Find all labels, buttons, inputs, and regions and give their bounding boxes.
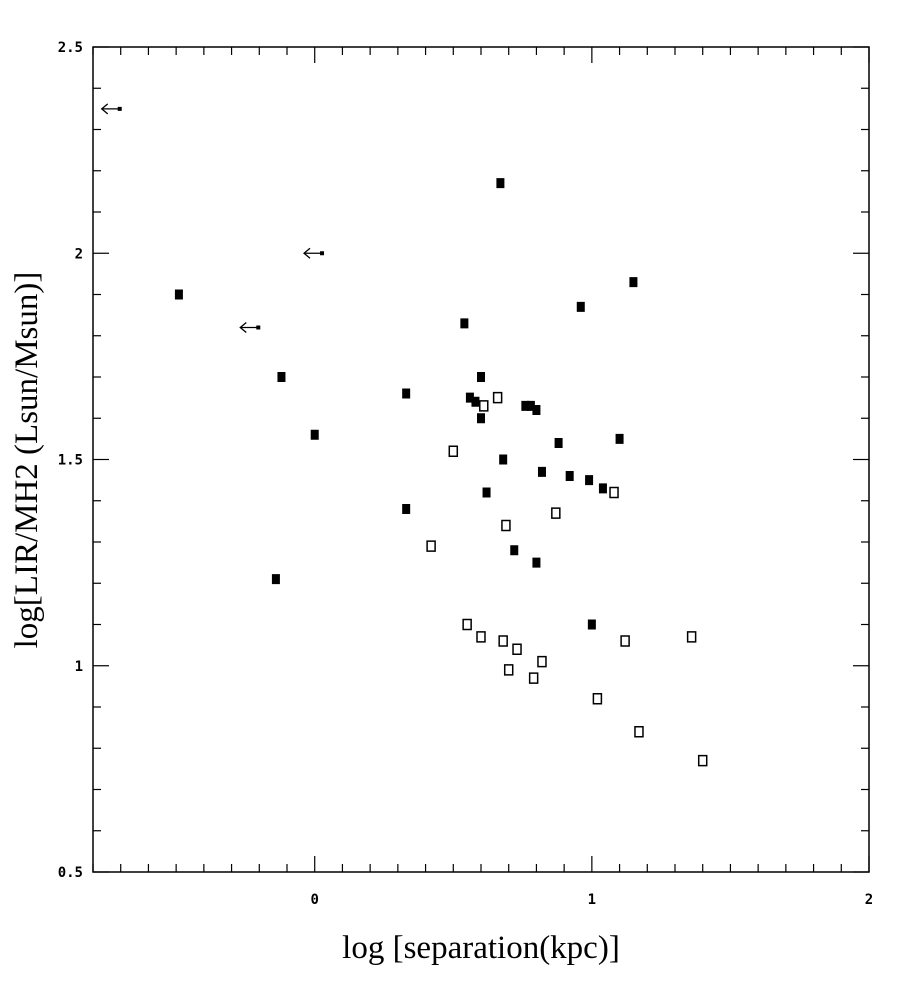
open-square-point <box>697 754 708 767</box>
filled-square-point <box>615 433 624 444</box>
upper-limit-point <box>239 322 261 333</box>
axis-ticks <box>92 46 870 873</box>
x-axis-title: log [separation(kpc)] <box>342 930 620 966</box>
filled-square-point <box>482 487 491 498</box>
open-square-point <box>492 391 503 404</box>
open-square-point <box>479 400 489 412</box>
upper-limit-arrow-head <box>239 322 247 333</box>
open-square-point <box>512 643 522 655</box>
filled-square-point <box>598 483 607 494</box>
upper-limit-point <box>100 103 122 115</box>
open-square-point <box>426 540 436 552</box>
x-tick-label: 2 <box>865 892 873 908</box>
filled-square-point <box>499 454 508 465</box>
filled-square-point <box>271 574 280 585</box>
data-points <box>100 103 708 767</box>
upper-limit-arrow-head <box>100 103 109 115</box>
filled-square-point <box>565 471 574 481</box>
upper-limit-point <box>303 247 325 259</box>
x-tick-label: 1 <box>588 892 596 908</box>
filled-square-point <box>477 372 485 382</box>
open-square-point <box>462 618 472 631</box>
filled-square-point <box>465 392 474 403</box>
y-axis-title: log[LIR/MH2 (Lsun/Msun)] <box>9 272 45 649</box>
filled-square-point <box>460 318 469 329</box>
y-tick-label: 2.5 <box>58 40 83 56</box>
filled-square-point <box>629 277 638 288</box>
open-square-point <box>448 445 459 457</box>
filled-square-point <box>310 429 319 440</box>
open-square-point <box>686 631 697 643</box>
filled-square-point <box>510 545 519 556</box>
open-square-point <box>537 655 547 668</box>
filled-square-point <box>585 475 594 486</box>
x-tick-label: 0 <box>310 892 318 908</box>
filled-square-point <box>537 466 546 477</box>
upper-limit-marker <box>320 251 325 256</box>
filled-square-point <box>532 557 541 568</box>
filled-square-point <box>402 388 411 399</box>
filled-square-point <box>402 504 411 514</box>
filled-square-point <box>526 400 535 411</box>
filled-square-point <box>576 301 585 312</box>
open-square-point <box>609 486 619 499</box>
filled-square-point <box>477 413 485 424</box>
filled-square-point <box>471 396 480 407</box>
upper-limit-marker <box>256 325 261 330</box>
tick-labels: 0 1 2 0.5 1 1.5 2 2.5 <box>58 40 874 908</box>
upper-limit-arrow-head <box>303 247 311 259</box>
upper-limit-marker <box>117 106 122 111</box>
open-square-point <box>592 693 603 705</box>
y-tick-label: 1 <box>75 659 83 675</box>
open-square-point <box>503 664 514 676</box>
open-square-point <box>551 507 561 519</box>
filled-square-point <box>277 372 286 382</box>
filled-square-point <box>521 400 530 411</box>
filled-square-point <box>554 438 563 448</box>
filled-square-point <box>496 178 505 189</box>
open-square-point <box>634 726 644 738</box>
filled-square-point <box>587 619 596 630</box>
y-tick-label: 0.5 <box>58 865 83 881</box>
filled-square-point <box>174 289 183 300</box>
open-square-point <box>498 635 508 647</box>
filled-square-point <box>532 405 541 415</box>
y-tick-label: 2 <box>75 246 83 262</box>
open-square-point <box>476 631 486 643</box>
plot-frame <box>92 46 870 873</box>
open-square-point <box>620 635 630 647</box>
y-tick-label: 1.5 <box>58 453 83 469</box>
open-square-point <box>528 672 539 684</box>
open-square-point <box>501 519 511 532</box>
